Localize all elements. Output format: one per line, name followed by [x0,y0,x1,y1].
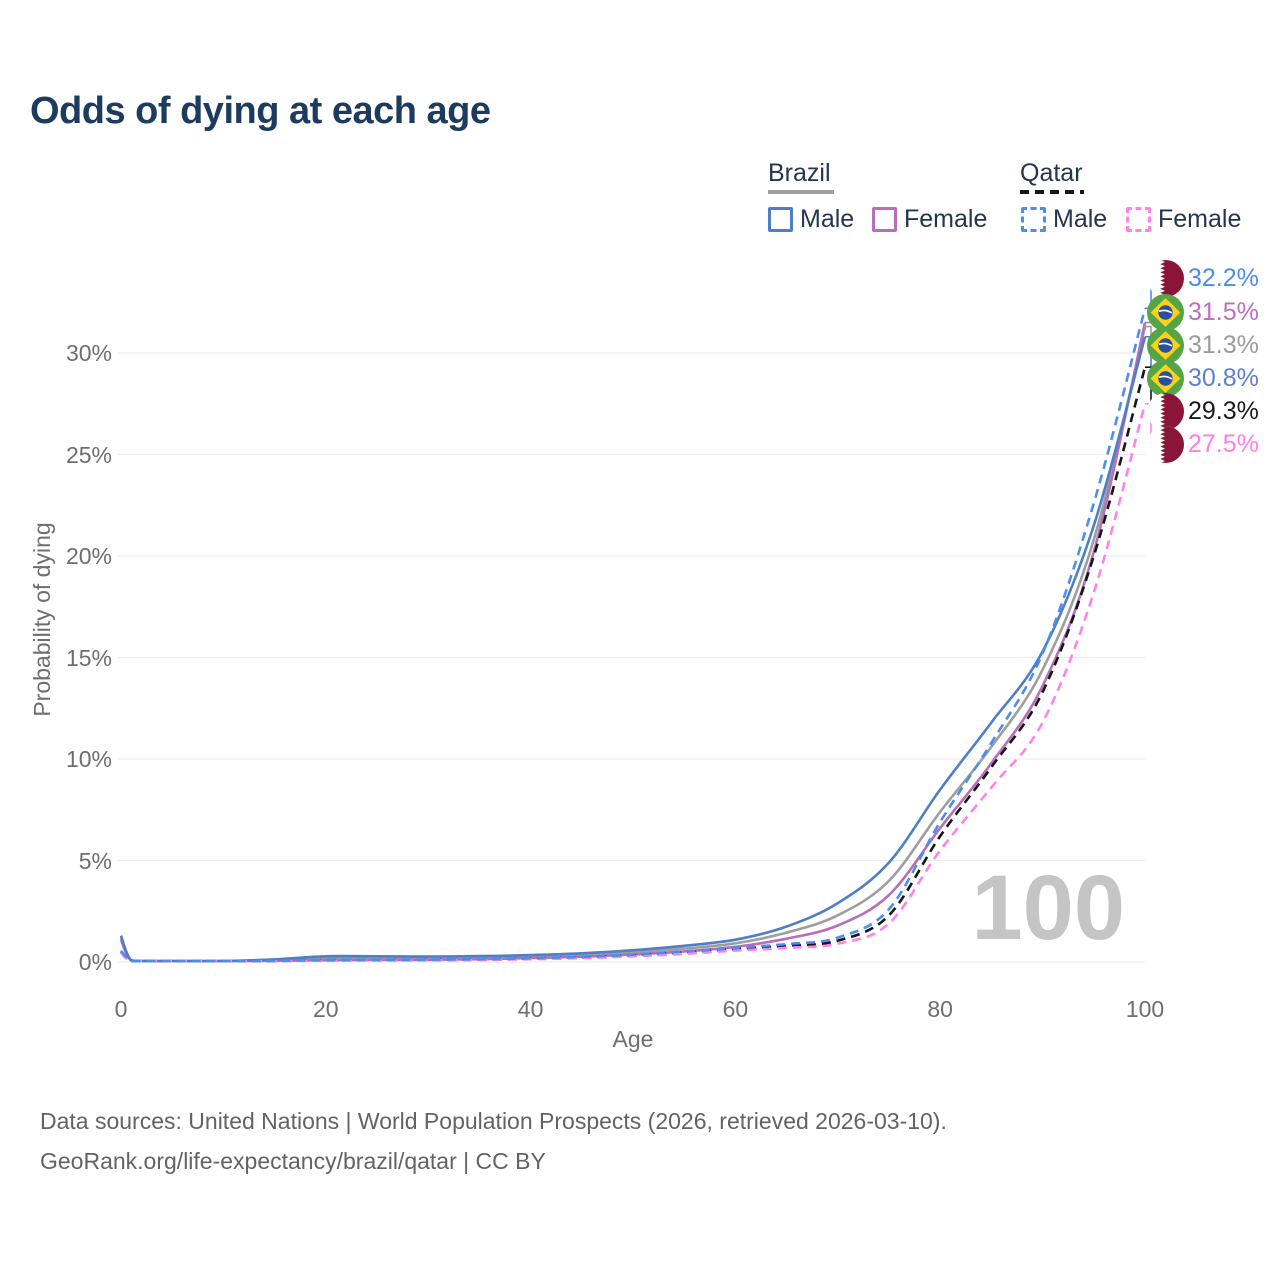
brazil-flag-icon [1147,293,1184,331]
legend-group-brazil: Brazil [768,160,834,194]
x-axis-title: Age [612,1026,654,1052]
y-tick-label: 5% [78,847,112,874]
legend-group-qatar: Qatar [1020,160,1084,194]
legend-item-label: Female [904,205,988,233]
end-label-row: 27.5% [1147,425,1259,463]
x-tick-label: 100 [1125,996,1165,1022]
dashed-square-swatch-icon [1126,207,1151,232]
y-tick-label: 10% [65,746,112,772]
legend-country-label: Brazil [768,159,831,187]
dashed-line-swatch-icon [1020,190,1084,194]
end-label-value: 29.3% [1188,396,1259,425]
x-tick-label: 60 [722,996,749,1022]
y-tick-label: 20% [65,543,112,569]
footer-source-line: Data sources: United Nations | World Pop… [40,1108,947,1134]
x-tick-label: 20 [313,996,339,1022]
brazil-flag-icon [1147,326,1184,364]
end-label-value: 32.2% [1188,263,1259,292]
x-tick-label: 0 [114,996,128,1022]
legend-item-qatar-male[interactable]: Male [1021,205,1107,234]
legend-item-brazil-male[interactable]: Male [768,205,854,234]
dashed-square-swatch-icon [1021,207,1046,232]
legend-item-qatar-female[interactable]: Female [1126,205,1241,234]
y-tick-label: 0% [78,949,112,975]
solid-line-swatch-icon [768,190,834,194]
age-watermark: 100 [971,857,1126,959]
legend-item-label: Male [800,205,855,233]
end-label-value: 31.3% [1188,330,1259,359]
y-tick-label: 15% [65,644,112,671]
y-tick-label: 30% [65,340,112,366]
qatar-flag-icon [1147,259,1184,297]
end-label-row: 30.8% [1147,359,1259,397]
legend-item-brazil-female[interactable]: Female [872,205,987,234]
end-label-row: 31.5% [1147,293,1259,331]
end-label-row: 32.2% [1147,259,1259,297]
end-label-value: 27.5% [1188,429,1259,458]
x-tick-label: 40 [517,996,544,1022]
footer-license-line: GeoRank.org/life-expectancy/brazil/qatar… [40,1148,546,1174]
end-label-value: 31.5% [1188,297,1259,326]
end-label-row: 31.3% [1147,326,1259,364]
solid-square-swatch-icon [768,207,793,232]
y-axis-title: Probability of dying [29,522,55,717]
legend-country-brazil[interactable]: Brazil [768,160,834,194]
end-label-row: 29.3% [1147,392,1259,430]
qatar-flag-icon [1147,392,1184,430]
brazil-flag-icon [1147,359,1184,397]
page-title: Odds of dying at each age [30,90,491,132]
x-tick-label: 80 [927,996,953,1022]
legend-country-qatar[interactable]: Qatar [1020,160,1084,194]
legend-country-label: Qatar [1020,159,1083,187]
solid-square-swatch-icon [872,207,897,232]
legend-item-label: Male [1053,205,1108,233]
legend-item-label: Female [1158,205,1242,233]
series-line-qatar-male [120,307,1147,963]
end-label-value: 30.8% [1188,363,1259,392]
qatar-flag-icon [1147,425,1184,463]
y-tick-label: 25% [65,441,112,468]
